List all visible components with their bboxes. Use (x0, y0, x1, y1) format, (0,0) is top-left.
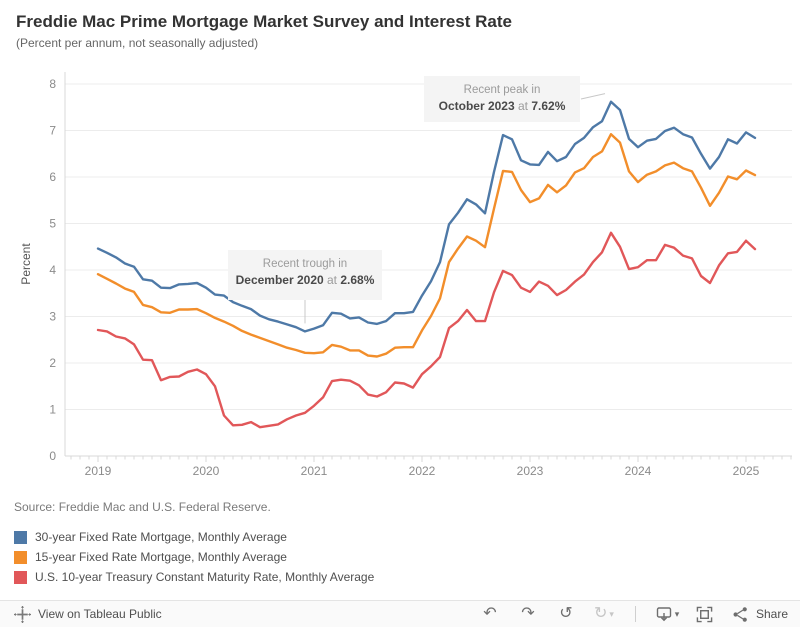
legend-item-30-year[interactable]: 30-year Fixed Rate Mortgage, Monthly Ave… (14, 527, 374, 547)
y-axis-tick-label: 5 (49, 217, 56, 231)
chart-header: Freddie Mac Prime Mortgage Market Survey… (16, 12, 512, 50)
fullscreen-button[interactable] (686, 606, 724, 623)
reset-icon: ↺ (559, 605, 573, 622)
y-axis-tick-label: 6 (49, 170, 56, 184)
view-on-tableau-public-link[interactable]: View on Tableau Public (14, 605, 162, 623)
refresh-icon: ↻ (594, 605, 608, 622)
annotation-peak-line2: October 2023 at 7.62% (438, 99, 566, 113)
redo-button[interactable]: ↷ (509, 601, 547, 627)
undo-icon: ↶ (483, 605, 497, 622)
fullscreen-icon (696, 606, 713, 623)
share-label: Share (755, 607, 788, 621)
chevron-down-icon: ▾ (674, 609, 680, 619)
reset-button[interactable]: ↺ (547, 601, 585, 627)
series-line-2[interactable] (96, 231, 757, 429)
y-axis-title: Percent (19, 243, 33, 285)
legend-swatch-30-year (14, 530, 27, 544)
view-on-tableau-public-label: View on Tableau Public (38, 607, 162, 621)
y-axis-tick-label: 7 (49, 124, 56, 138)
annotation-trough-line2: December 2020 at 2.68% (235, 273, 375, 287)
series-line-0[interactable] (96, 100, 757, 333)
legend-label-treasury: U.S. 10-year Treasury Constant Maturity … (35, 570, 375, 584)
legend-swatch-treasury (14, 570, 27, 584)
refresh-button[interactable]: ↻ ▾ (585, 601, 623, 627)
line-chart[interactable]: 2019 2020 2021 2022 2023 2024 2025 0 1 2 3 4 5 6 7 8 Per… (0, 0, 800, 500)
x-axis-tick-label: 2020 (193, 464, 220, 478)
x-axis-tick-label: 2024 (625, 464, 652, 478)
share-icon (732, 606, 749, 623)
x-axis-tick-label: 2025 (733, 464, 760, 478)
annotation-peak: Recent peak in October 2023 at 7.62% (424, 76, 580, 122)
share-button[interactable]: Share (724, 601, 788, 627)
annotation-trough-line1: Recent trough in (262, 258, 348, 270)
y-axis-tick-label: 0 (49, 449, 56, 463)
tableau-logo-icon (14, 605, 31, 623)
download-button[interactable]: ▾ (648, 601, 686, 627)
toolbar-divider (634, 606, 636, 622)
chevron-down-icon: ▾ (609, 609, 614, 619)
annotation-trough: Recent trough in December 2020 at 2.68% (228, 250, 382, 300)
legend-item-treasury[interactable]: U.S. 10-year Treasury Constant Maturity … (14, 567, 374, 587)
y-axis-tick-label: 2 (49, 356, 56, 370)
x-axis-tick-label: 2022 (409, 464, 436, 478)
undo-button[interactable]: ↶ (471, 601, 509, 627)
y-axis-tick-label: 1 (49, 403, 56, 417)
legend-label-30-year: 30-year Fixed Rate Mortgage, Monthly Ave… (35, 530, 287, 544)
page-title: Freddie Mac Prime Mortgage Market Survey… (16, 12, 512, 31)
legend-label-15-year: 15-year Fixed Rate Mortgage, Monthly Ave… (35, 550, 287, 564)
y-axis-tick-label: 3 (49, 310, 56, 324)
legend: 30-year Fixed Rate Mortgage, Monthly Ave… (14, 527, 374, 587)
page-subtitle: (Percent per annum, not seasonally adjus… (16, 36, 259, 50)
x-axis-tick-label: 2021 (301, 464, 328, 478)
redo-icon: ↷ (521, 605, 535, 622)
tableau-toolbar: View on Tableau Public ↶ ↷ ↺ ↻ ▾ (0, 600, 800, 627)
legend-item-15-year[interactable]: 15-year Fixed Rate Mortgage, Monthly Ave… (14, 547, 374, 567)
download-icon (655, 605, 673, 623)
source-note: Source: Freddie Mac and U.S. Federal Res… (14, 500, 271, 514)
y-axis-tick-label: 8 (49, 77, 56, 91)
legend-swatch-15-year (14, 550, 27, 564)
x-axis-tick-label: 2019 (85, 464, 112, 478)
annotation-peak-line1: Recent peak in (463, 84, 541, 96)
y-axis-tick-label: 4 (49, 263, 56, 277)
annotation-connector-peak (580, 93, 606, 100)
x-axis-tick-label: 2023 (517, 464, 544, 478)
toolbar-actions: ↶ ↷ ↺ ↻ ▾ (471, 601, 788, 627)
series-line-1[interactable] (96, 132, 757, 358)
